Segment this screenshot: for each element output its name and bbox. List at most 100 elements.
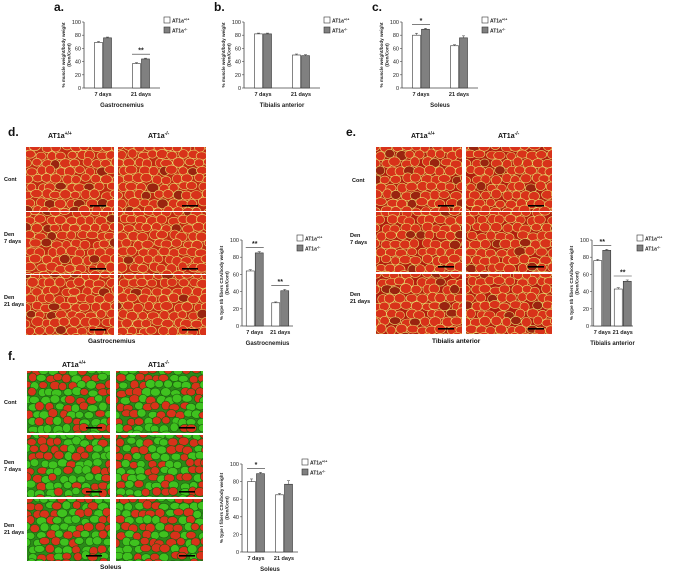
x-axis-label: Gastrocnemius [246, 341, 290, 347]
legend-label-wt: AT1a+/+ [172, 18, 190, 25]
micrograph-e-ko-den7 [466, 212, 552, 272]
chart-c-muscle-weight-soleus: 0 20 40 60 80 100% muscle weight/body weight(… [379, 16, 508, 109]
panel-letter-f: f. [8, 349, 16, 363]
panel-e-tissue-label: Tibialis anterior [432, 338, 481, 345]
x-tick-label: 21 days [613, 330, 633, 336]
significance-marker: ** [278, 279, 284, 286]
scale-bar [438, 266, 454, 268]
y-tick-label: 20 [233, 532, 239, 538]
panel-f-row-label-cont: Cont [4, 400, 17, 406]
scale-bar [438, 328, 454, 330]
scale-bar [179, 555, 195, 557]
x-tick-label: 21 days [291, 92, 311, 98]
y-axis-label: % type IIb fibers CSA/body weight(Den/Co… [569, 245, 580, 320]
significance-marker: * [255, 462, 258, 469]
y-axis-label: % muscle weight/body weight(Den/Cont) [221, 22, 232, 88]
micrograph-d-ko-cont [118, 147, 206, 211]
x-axis-label: Soleus [260, 567, 280, 573]
y-tick-label: 60 [75, 46, 81, 52]
bar-wt-7days [254, 33, 263, 89]
bar-ko-21days [459, 37, 468, 89]
legend-swatch-wt [301, 458, 309, 466]
legend-label-wt: AT1a+/+ [305, 236, 323, 243]
micrograph-f-wt-den7 [27, 435, 110, 497]
bar-ko-7days [602, 250, 612, 327]
y-tick-label: 60 [583, 272, 589, 278]
bar-ko-21days [141, 58, 150, 89]
fiber-mosaic [26, 275, 114, 335]
scale-bar [90, 268, 106, 270]
legend-swatch-wt [636, 234, 644, 242]
legend-label-wt: AT1a+/+ [332, 18, 350, 25]
scale-bar [86, 491, 102, 493]
fiber-mosaic [376, 212, 462, 272]
legend-swatch-ko [296, 244, 304, 252]
x-axis-label: Soleus [430, 103, 450, 109]
panel-d-tissue-label: Gastrocnemius [88, 338, 136, 345]
fiber-mosaic [466, 212, 552, 272]
y-tick-label: 40 [583, 290, 589, 296]
legend-label-ko: AT1a-/- [310, 470, 326, 477]
micrograph-d-wt-den21 [26, 275, 114, 335]
micrograph-d-wt-den7 [26, 212, 114, 274]
micrograph-f-wt-den21 [27, 499, 110, 561]
panel-letter-a: a. [54, 0, 65, 14]
panel-f-row-label-den7: Den 7 days [4, 460, 22, 473]
panel-f-genotype-ko: AT1a-/- [148, 360, 170, 369]
y-tick-label: 100 [230, 238, 239, 244]
x-tick-label: 7 days [246, 330, 263, 336]
fiber-mosaic [116, 435, 203, 497]
panel-f-tissue-label: Soleus [100, 564, 122, 571]
panel-f-genotype-wt: AT1a+/+ [62, 360, 86, 369]
micrograph-f-wt-cont [27, 371, 110, 433]
bar-wt-7days [247, 481, 256, 553]
y-tick-label: 100 [72, 20, 81, 26]
bar-wt-21days [613, 288, 623, 327]
y-tick-label: 40 [393, 60, 399, 66]
micrograph-f-ko-den7 [116, 435, 203, 497]
legend-label-ko: AT1a-/- [490, 28, 506, 35]
panel-letter-e: e. [346, 125, 357, 139]
scale-bar [182, 329, 198, 331]
y-tick-label: 40 [75, 60, 81, 66]
y-tick-label: 60 [233, 497, 239, 503]
panel-letter-b: b. [214, 0, 225, 14]
bar-ko-21days [280, 290, 290, 327]
scale-bar [528, 328, 544, 330]
panel-d-row-label-den7: Den 7 days [4, 232, 22, 245]
micrograph-e-wt-cont [376, 147, 462, 211]
chart-b-muscle-weight-tibialis: 0 20 40 60 80 100% muscle weight/body weight(… [221, 16, 350, 109]
y-tick-label: 20 [235, 73, 241, 79]
scale-bar [182, 268, 198, 270]
x-axis-label: Gastrocnemius [100, 103, 144, 109]
bar-wt-21days [292, 54, 301, 89]
y-tick-label: 0 [396, 86, 399, 92]
micrograph-e-ko-cont [466, 147, 552, 211]
legend-label-wt: AT1a+/+ [310, 460, 328, 467]
y-tick-label: 60 [233, 272, 239, 278]
x-tick-label: 7 days [254, 92, 271, 98]
x-tick-label: 21 days [131, 92, 151, 98]
x-tick-label: 7 days [247, 556, 264, 562]
y-tick-label: 100 [230, 462, 239, 468]
x-tick-label: 7 days [412, 92, 429, 98]
x-axis-label: Tibialis anterior [260, 103, 305, 109]
y-axis-label: % muscle weight/body weight(Den/Cont) [61, 22, 72, 88]
legend-swatch-wt [323, 16, 331, 24]
chart-e-type2b-csa-tibialis: 0 20 40 60 80 100% type IIb fibers CSA/body w… [569, 234, 663, 347]
bar-wt-21days [450, 45, 459, 89]
y-tick-label: 40 [233, 515, 239, 521]
scale-bar [528, 266, 544, 268]
legend-label-ko: AT1a-/- [332, 28, 348, 35]
bar-ko-7days [263, 33, 272, 89]
panel-e-row-label-den7: Den 7 days [350, 233, 368, 246]
legend-label-ko: AT1a-/- [645, 246, 661, 253]
x-tick-label: 21 days [270, 330, 290, 336]
legend-swatch-wt [296, 234, 304, 242]
y-tick-label: 80 [393, 33, 399, 39]
y-tick-label: 0 [236, 324, 239, 330]
scale-bar [179, 427, 195, 429]
micrograph-e-wt-den21 [376, 274, 462, 334]
legend-swatch-ko [301, 468, 309, 476]
bar-wt-21days [132, 63, 141, 89]
